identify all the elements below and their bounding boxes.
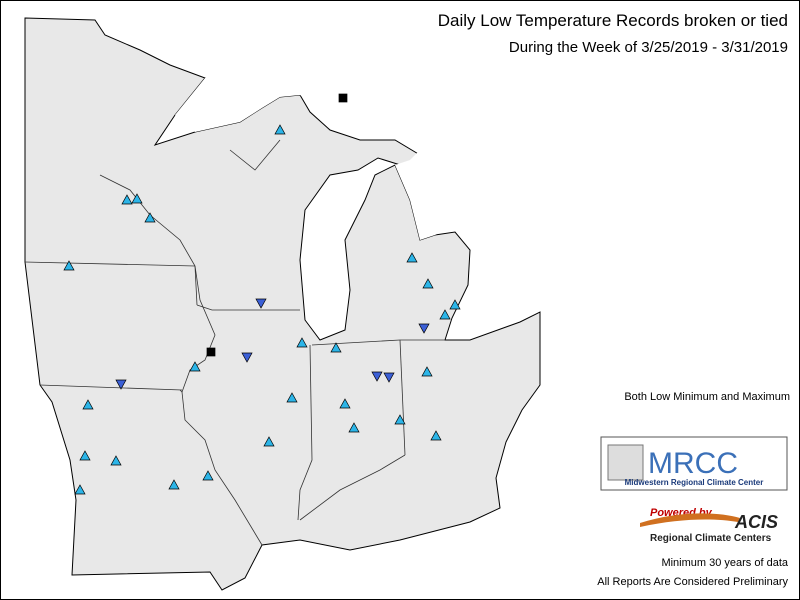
marker: [241, 352, 253, 363]
marker: [338, 93, 348, 103]
marker: [121, 194, 133, 205]
land: [24, 17, 541, 591]
border-in-ky: [299, 454, 406, 521]
down-markers: [115, 298, 430, 390]
mrcc-name: Midwestern Regional Climate Center: [625, 478, 764, 487]
marker: [63, 260, 75, 271]
marker: [82, 399, 94, 410]
marker: [206, 347, 216, 357]
marker: [110, 455, 122, 466]
stations: [63, 93, 461, 495]
border-il-mo: [181, 391, 263, 546]
border-mn-wi: [99, 174, 198, 306]
marker: [394, 414, 406, 425]
lake-superior: [175, 55, 380, 132]
border-mn-ia: [24, 261, 196, 267]
marker: [406, 252, 418, 263]
acis-swoosh: [640, 513, 740, 527]
footer-disclaimer: All Reports Are Considered Preliminary: [597, 576, 788, 588]
both-markers: [206, 93, 348, 357]
lake-huron: [395, 150, 445, 240]
marker: [255, 298, 267, 309]
acis-logo: Powered by ACIS Regional Climate Centers: [640, 507, 778, 544]
marker: [144, 212, 156, 223]
acis-text: ACIS: [734, 512, 778, 532]
mrcc-icon: [607, 444, 644, 481]
border-in-oh: [399, 339, 406, 456]
marker: [189, 361, 201, 372]
marker: [131, 193, 143, 204]
footer-note: Minimum 30 years of data: [661, 557, 788, 569]
title: Daily Low Temperature Records broken or …: [438, 11, 788, 30]
border-wi-il: [196, 304, 300, 311]
marker: [202, 470, 214, 481]
marker: [74, 484, 86, 495]
marker: [330, 342, 342, 353]
legend-label: Both Low Minimum and Maximum: [624, 391, 790, 403]
marker: [422, 278, 434, 289]
marker: [439, 309, 451, 320]
marker: [430, 430, 442, 441]
mrcc-logo: MRCC Midwestern Regional Climate Center: [600, 436, 788, 491]
border-wi-mi: [229, 139, 281, 171]
mrcc-text: MRCC: [648, 447, 738, 480]
acis-name: Regional Climate Centers: [650, 533, 772, 544]
marker: [383, 372, 395, 383]
subtitle: During the Week of 3/25/2019 - 3/31/2019: [509, 39, 788, 56]
marker: [274, 124, 286, 135]
state-borders: [24, 139, 445, 546]
marker: [168, 479, 180, 490]
marker: [263, 436, 275, 447]
marker: [115, 379, 127, 390]
marker: [286, 392, 298, 403]
marker: [79, 450, 91, 461]
marker: [421, 366, 433, 377]
border-il-in: [297, 344, 313, 521]
marker: [348, 422, 360, 433]
marker: [371, 371, 383, 382]
up-markers: [63, 124, 461, 495]
marker: [449, 299, 461, 310]
marker: [339, 398, 351, 409]
marker: [418, 323, 430, 334]
border-ia-mo: [39, 384, 183, 391]
marker: [296, 337, 308, 348]
